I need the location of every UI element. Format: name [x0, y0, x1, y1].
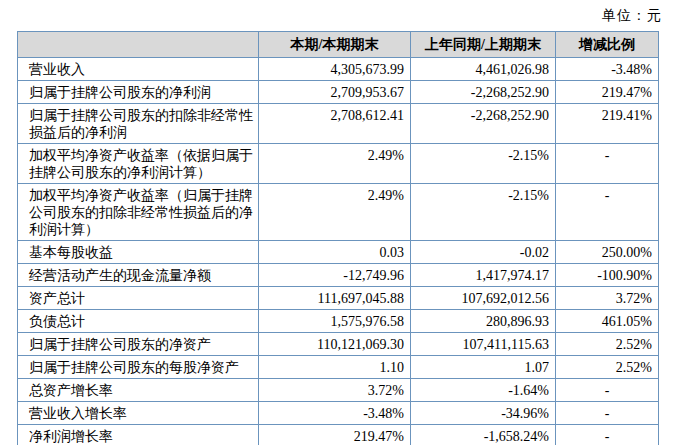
header-metric: [18, 32, 259, 58]
change-ratio-cell: -: [556, 184, 659, 241]
header-change-ratio: 增减比例: [556, 32, 659, 58]
metric-label-cell: 资产总计: [18, 287, 259, 310]
change-ratio-cell: -: [556, 402, 659, 425]
table-row: 加权平均净资产收益率（依据归属于挂牌公司股东的净利润计算）2.49%-2.15%…: [18, 144, 659, 184]
table-row: 净利润增长率219.47%-1,658.24%-: [18, 425, 659, 445]
current-period-cell: 111,697,045.88: [259, 287, 411, 310]
metric-label-cell: 基本每股收益: [18, 241, 259, 264]
current-period-cell: 3.72%: [259, 379, 411, 402]
table-header-row: 本期/本期期末 上年同期/上期期末 增减比例: [18, 32, 659, 58]
table-row: 资产总计111,697,045.88107,692,012.563.72%: [18, 287, 659, 310]
current-period-cell: 2.49%: [259, 144, 411, 184]
header-prior-period: 上年同期/上期期末: [411, 32, 556, 58]
prior-period-cell: 107,411,115.63: [411, 333, 556, 356]
table-row: 归属于挂牌公司股东的扣除非经常性损益后的净利润2,708,612.41-2,26…: [18, 104, 659, 144]
table-row: 归属于挂牌公司股东的净利润2,709,953.67-2,268,252.9021…: [18, 81, 659, 104]
table-row: 归属于挂牌公司股东的每股净资产1.101.072.52%: [18, 356, 659, 379]
metric-label-cell: 归属于挂牌公司股东的净资产: [18, 333, 259, 356]
change-ratio-cell: 461.05%: [556, 310, 659, 333]
metric-label-cell: 负债总计: [18, 310, 259, 333]
prior-period-cell: -2,268,252.90: [411, 104, 556, 144]
table-row: 负债总计1,575,976.58280,896.93461.05%: [18, 310, 659, 333]
current-period-cell: 1.10: [259, 356, 411, 379]
prior-period-cell: 4,461,026.98: [411, 58, 556, 81]
current-period-cell: 110,121,069.30: [259, 333, 411, 356]
current-period-cell: 2,708,612.41: [259, 104, 411, 144]
metric-label-cell: 净利润增长率: [18, 425, 259, 445]
table-row: 基本每股收益0.03-0.02250.00%: [18, 241, 659, 264]
metric-label-cell: 归属于挂牌公司股东的每股净资产: [18, 356, 259, 379]
prior-period-cell: -1.64%: [411, 379, 556, 402]
current-period-cell: 1,575,976.58: [259, 310, 411, 333]
current-period-cell: 4,305,673.99: [259, 58, 411, 81]
prior-period-cell: -34.96%: [411, 402, 556, 425]
table-row: 归属于挂牌公司股东的净资产110,121,069.30107,411,115.6…: [18, 333, 659, 356]
change-ratio-cell: 2.52%: [556, 356, 659, 379]
change-ratio-cell: 219.47%: [556, 81, 659, 104]
prior-period-cell: -2.15%: [411, 184, 556, 241]
change-ratio-cell: -100.90%: [556, 264, 659, 287]
change-ratio-cell: 3.72%: [556, 287, 659, 310]
header-current-period: 本期/本期期末: [259, 32, 411, 58]
metric-label-cell: 营业收入增长率: [18, 402, 259, 425]
prior-period-cell: 1,417,974.17: [411, 264, 556, 287]
table-row: 总资产增长率3.72%-1.64%-: [18, 379, 659, 402]
table-row: 营业收入增长率-3.48%-34.96%-: [18, 402, 659, 425]
current-period-cell: -3.48%: [259, 402, 411, 425]
current-period-cell: 2.49%: [259, 184, 411, 241]
current-period-cell: 219.47%: [259, 425, 411, 445]
metric-label-cell: 营业收入: [18, 58, 259, 81]
change-ratio-cell: -: [556, 379, 659, 402]
prior-period-cell: -2,268,252.90: [411, 81, 556, 104]
current-period-cell: 2,709,953.67: [259, 81, 411, 104]
prior-period-cell: -0.02: [411, 241, 556, 264]
prior-period-cell: 1.07: [411, 356, 556, 379]
metric-label-cell: 归属于挂牌公司股东的扣除非经常性损益后的净利润: [18, 104, 259, 144]
change-ratio-cell: 2.52%: [556, 333, 659, 356]
change-ratio-cell: 219.41%: [556, 104, 659, 144]
current-period-cell: -12,749.96: [259, 264, 411, 287]
change-ratio-cell: -: [556, 425, 659, 445]
current-period-cell: 0.03: [259, 241, 411, 264]
financial-summary-table: 本期/本期期末 上年同期/上期期末 增减比例 营业收入4,305,673.994…: [17, 31, 659, 445]
metric-label-cell: 归属于挂牌公司股东的净利润: [18, 81, 259, 104]
table-row: 经营活动产生的现金流量净额-12,749.961,417,974.17-100.…: [18, 264, 659, 287]
prior-period-cell: -2.15%: [411, 144, 556, 184]
metric-label-cell: 经营活动产生的现金流量净额: [18, 264, 259, 287]
table-body: 营业收入4,305,673.994,461,026.98-3.48%归属于挂牌公…: [18, 58, 659, 445]
metric-label-cell: 总资产增长率: [18, 379, 259, 402]
prior-period-cell: -1,658.24%: [411, 425, 556, 445]
change-ratio-cell: -3.48%: [556, 58, 659, 81]
change-ratio-cell: -: [556, 144, 659, 184]
table-header: 本期/本期期末 上年同期/上期期末 增减比例: [18, 32, 659, 58]
table-row: 营业收入4,305,673.994,461,026.98-3.48%: [18, 58, 659, 81]
table-row: 加权平均净资产收益率（归属于挂牌公司股东的扣除非经常性损益后的净利润计算）2.4…: [18, 184, 659, 241]
metric-label-cell: 加权平均净资产收益率（归属于挂牌公司股东的扣除非经常性损益后的净利润计算）: [18, 184, 259, 241]
change-ratio-cell: 250.00%: [556, 241, 659, 264]
metric-label-cell: 加权平均净资产收益率（依据归属于挂牌公司股东的净利润计算）: [18, 144, 259, 184]
financial-summary-page: 单位：元 本期/本期期末 上年同期/上期期末 增减比例 营业收入4,305,67…: [0, 0, 677, 445]
unit-label: 单位：元: [17, 7, 662, 24]
prior-period-cell: 107,692,012.56: [411, 287, 556, 310]
prior-period-cell: 280,896.93: [411, 310, 556, 333]
